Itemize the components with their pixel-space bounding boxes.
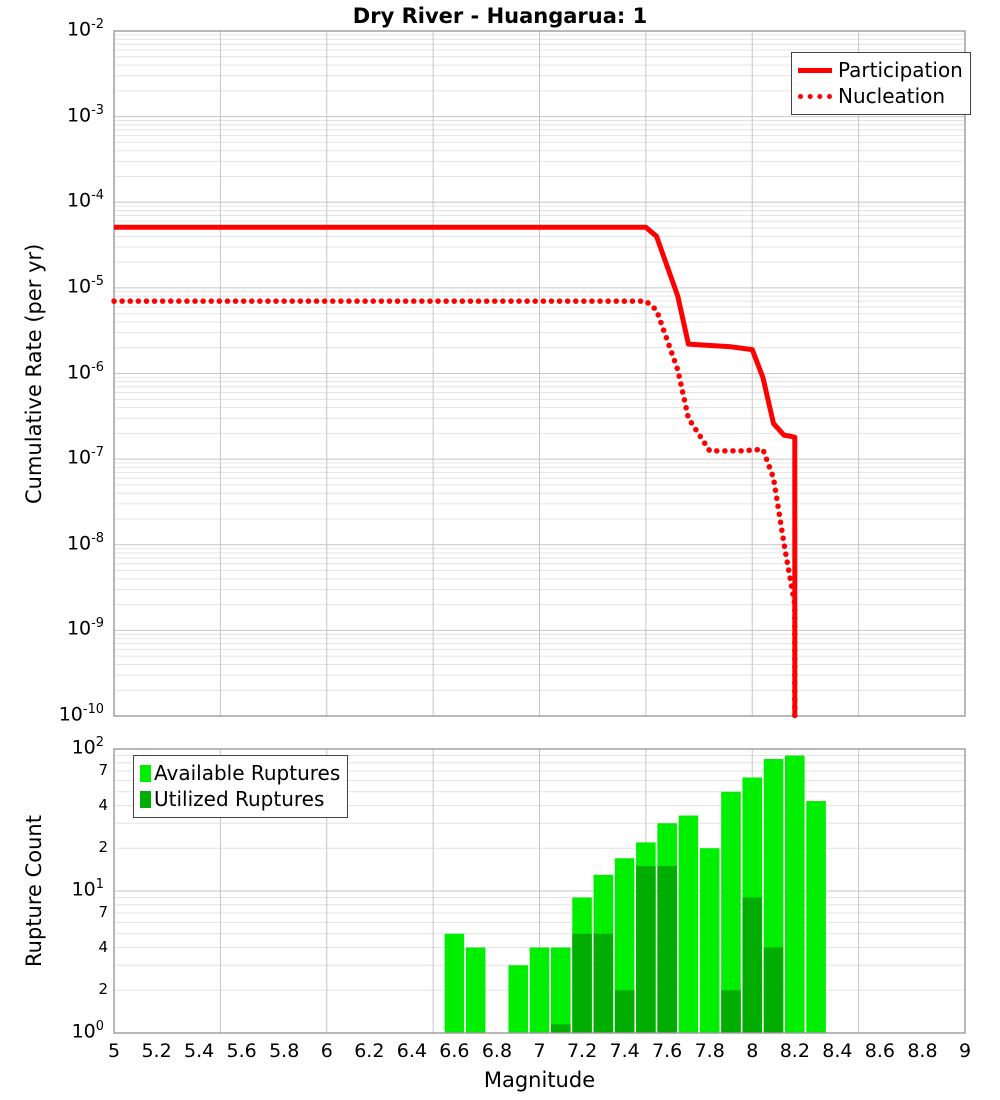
legend-label-available-ruptures: Available Ruptures — [154, 761, 341, 785]
histogram-bar-available — [465, 947, 486, 1033]
top-panel-y-tick-3: 10-5 — [66, 273, 104, 298]
dotted-line-swatch-icon — [798, 93, 832, 99]
x-tick-5.2: 5.2 — [141, 1040, 172, 1062]
histogram-bar-utilized — [572, 933, 592, 1033]
top-panel-curve-nucleation — [111, 298, 798, 719]
bottom-panel-y-tick-major-0: 102 — [71, 735, 104, 759]
top-panel-y-tick-0: 10-2 — [66, 17, 104, 41]
top-panel-y-tick-2: 10-4 — [66, 188, 104, 212]
histogram-bar-utilized — [657, 865, 677, 1033]
x-tick-5: 5 — [107, 1040, 121, 1062]
top-panel-y-tick-8: 10-10 — [58, 702, 104, 726]
top-panel-y-tick-1: 10-3 — [66, 102, 104, 126]
x-tick-6.6: 6.6 — [439, 1040, 470, 1062]
legend-label-utilized-ruptures: Utilized Ruptures — [154, 787, 325, 811]
bottom-panel-frame — [113, 748, 966, 1034]
legend-label-nucleation: Nucleation — [838, 84, 946, 108]
top-panel-y-tick-5: 10-7 — [66, 445, 104, 469]
top-panel-y-tick-7: 10-9 — [66, 616, 104, 640]
x-tick-5.4: 5.4 — [183, 1040, 215, 1062]
legend-item-utilized-ruptures[interactable]: Utilized Ruptures — [140, 786, 340, 812]
top-panel-legend[interactable]: Participation Nucleation — [791, 52, 971, 115]
x-tick-8: 8 — [746, 1040, 759, 1062]
histogram-bar-utilized — [763, 947, 784, 1033]
x-tick-6.8: 6.8 — [481, 1040, 513, 1062]
x-tick-8.2: 8.2 — [779, 1040, 810, 1062]
green-square-swatch-icon — [140, 764, 151, 782]
bottom-panel-y-tick-minor-4: 4 — [98, 937, 108, 956]
x-tick-7: 7 — [533, 1040, 546, 1062]
dark-green-square-swatch-icon — [140, 790, 151, 808]
bottom-panel-y-tick-minor-5: 2 — [98, 980, 108, 999]
figure-title: Dry River - Huangarua: 1 — [352, 4, 648, 28]
solid-line-swatch-icon — [798, 67, 832, 73]
top-panel-frame — [113, 30, 966, 717]
x-tick-6: 6 — [320, 1040, 333, 1062]
x-tick-6.2: 6.2 — [354, 1040, 385, 1062]
bottom-panel-y-tick-minor-2: 2 — [98, 838, 108, 857]
x-tick-7.2: 7.2 — [566, 1040, 598, 1062]
legend-label-participation: Participation — [838, 58, 963, 82]
histogram-bar-utilized — [614, 990, 635, 1033]
bottom-panel-legend[interactable]: Available Ruptures Utilized Ruptures — [133, 755, 349, 818]
histogram-bar-available — [806, 801, 826, 1033]
x-axis-label: Magnitude — [483, 1068, 596, 1092]
histogram-bar-utilized — [721, 990, 741, 1033]
x-tick-7.4: 7.4 — [609, 1040, 640, 1062]
bottom-panel-y-tick-major-1: 101 — [71, 877, 104, 901]
bottom-panel-y-tick-major-2: 100 — [71, 1019, 104, 1043]
x-tick-8.4: 8.4 — [822, 1040, 853, 1062]
histogram-bar-available — [678, 815, 699, 1033]
legend-item-participation[interactable]: Participation — [798, 57, 963, 83]
histogram-bar-utilized — [593, 933, 614, 1033]
bottom-panel-y-tick-minor-0: 7 — [98, 760, 108, 779]
histogram-bar-utilized — [550, 1024, 571, 1033]
histogram-bar-available — [508, 965, 529, 1033]
top-panel-curve-participation — [114, 224, 798, 716]
histogram-bar-available — [614, 858, 635, 1033]
top-panel-y-tick-4: 10-6 — [66, 359, 104, 383]
top-panel-y-tick-6: 10-8 — [66, 530, 104, 555]
histogram-bar-available — [721, 791, 741, 1033]
x-tick-5.6: 5.6 — [226, 1040, 257, 1062]
histogram-bar-available — [529, 947, 550, 1033]
x-tick-8.8: 8.8 — [907, 1040, 938, 1062]
bottom-panel-y-tick-minor-1: 4 — [98, 795, 108, 814]
legend-item-available-ruptures[interactable]: Available Ruptures — [140, 760, 340, 786]
histogram-bar-utilized — [636, 865, 656, 1033]
x-tick-6.4: 6.4 — [396, 1040, 427, 1062]
x-tick-5.8: 5.8 — [269, 1040, 300, 1062]
histogram-bar-utilized — [742, 897, 763, 1033]
x-tick-8.6: 8.6 — [864, 1040, 895, 1062]
legend-item-nucleation[interactable]: Nucleation — [798, 83, 963, 109]
histogram-bar-available — [550, 947, 571, 1033]
x-tick-9: 9 — [958, 1040, 972, 1062]
bottom-panel-y-tick-minor-3: 7 — [98, 902, 108, 921]
histogram-bar-available — [699, 848, 720, 1033]
histogram-bar-available — [444, 933, 465, 1033]
histogram-bar-available — [785, 755, 805, 1033]
x-tick-7.8: 7.8 — [694, 1040, 725, 1062]
x-tick-7.6: 7.6 — [652, 1040, 683, 1062]
